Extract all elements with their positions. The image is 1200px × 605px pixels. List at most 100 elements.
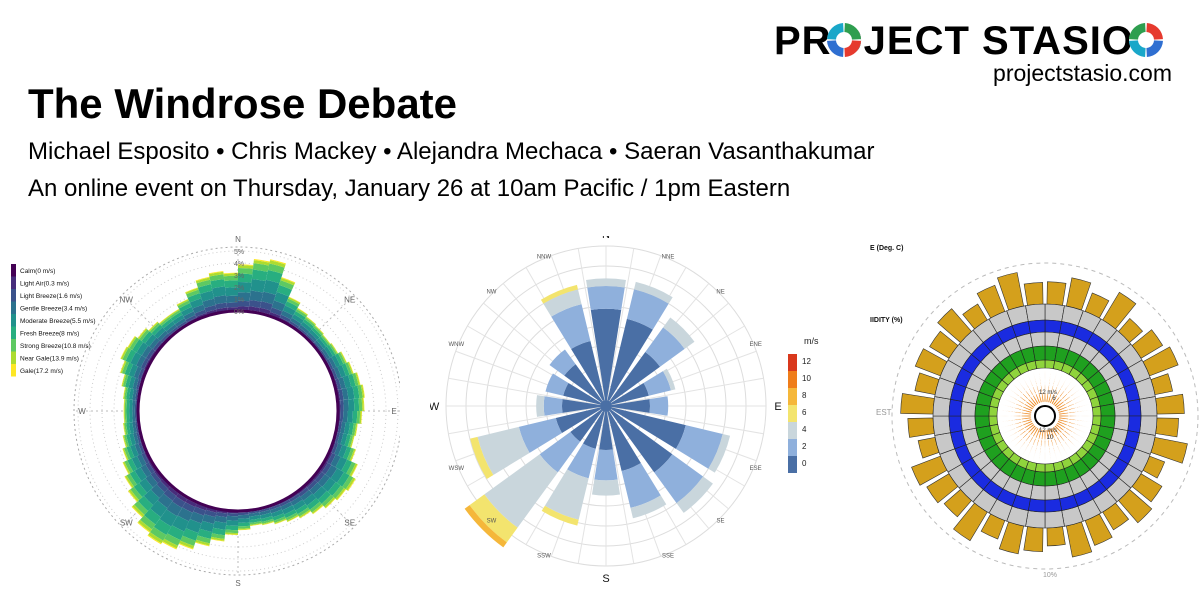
rose-bar-segment (249, 299, 262, 309)
star-ray (1027, 373, 1041, 404)
rose-bar-segment (178, 543, 194, 550)
windrose-chart-beaufort: N NE E SE S SW W NW 0% 1% 2% 3% 4% 5% Calm(0 m/s) Ligh… (0, 235, 403, 600)
rose-bar-segment (195, 541, 210, 547)
rose-bar-segment (216, 307, 228, 312)
rose-bar-segment (129, 411, 133, 423)
rose-bar-segment (253, 259, 270, 263)
rose-bar-segment (313, 470, 322, 481)
rose-bar-segment (153, 518, 172, 536)
rose-bar-segment (238, 518, 250, 523)
legend-tick-label: 0 (802, 459, 807, 468)
site-url[interactable]: projectstasio.com (993, 60, 1172, 86)
rose-bar-segment (149, 322, 161, 334)
rose-bar-segment (149, 337, 160, 350)
rose-bar-segment (295, 309, 308, 318)
rose-bar-segment (189, 298, 204, 309)
star-ray (1012, 425, 1036, 449)
rose-bar-segment (202, 514, 216, 524)
rose-bar-segment (330, 454, 341, 468)
rose-bar-segment (356, 411, 361, 424)
rose-bar-segment (276, 284, 292, 297)
rose-bar-segment (351, 435, 355, 448)
rose-bar-segment (159, 509, 178, 527)
rose-bar-segment (125, 349, 136, 364)
rose-bar-segment (607, 411, 641, 471)
rose-bar-segment (259, 507, 271, 513)
rose-bar-segment (144, 359, 151, 370)
rose-bar-segment (326, 358, 334, 370)
rose-bar-segment (621, 462, 661, 508)
event-details: An online event on Thursday, January 26 … (28, 175, 791, 202)
rose-bar-segment (183, 311, 196, 321)
rose-bar-segment (124, 399, 128, 411)
rose-bar-segment (341, 363, 350, 376)
rose-bar-segment (282, 505, 295, 515)
rose-bar-segment (148, 461, 157, 472)
ring-cell (988, 415, 999, 427)
rose-bar-segment (544, 469, 589, 520)
rose-bar-segment (325, 452, 333, 463)
rose-bar-segment (134, 467, 148, 482)
rose-bar-segment (124, 422, 128, 435)
logo-ring-segment (827, 40, 844, 57)
rose-bar-segment (318, 336, 329, 347)
rose-bar-segment (355, 423, 358, 437)
star-ray (1032, 371, 1043, 403)
rose-bar-segment (351, 464, 358, 477)
rose-bar-segment (309, 482, 322, 495)
direction-label: SSE (662, 554, 674, 560)
legend-tick-label: 6 (802, 408, 807, 417)
rose-bar-segment (271, 509, 284, 518)
ring-cell (1044, 498, 1063, 513)
rose-bar-segment (144, 508, 161, 525)
inner-hole (136, 309, 340, 513)
rose-bar-segment (168, 326, 179, 336)
rose-bar-segment (248, 512, 261, 517)
rose-bar-segment (274, 518, 287, 525)
rose-bar-segment (238, 512, 249, 516)
ring-cell (932, 396, 951, 417)
ring-cell (1044, 319, 1063, 334)
rose-bar-segment (540, 284, 578, 304)
ring-cell (1127, 415, 1142, 434)
rose-bar-segment (626, 289, 669, 330)
rose-bar-segment (259, 307, 271, 315)
rose-bar-segment (549, 349, 576, 376)
star-ray (1038, 429, 1045, 462)
star-ray (1058, 415, 1092, 417)
rose-bar-segment (348, 422, 354, 436)
rose-bar-segment (225, 529, 238, 534)
rose-bar-segment (141, 452, 150, 464)
rose-bar-segment (311, 327, 322, 338)
rose-bar-segment (260, 512, 273, 520)
rose-bar-segment (332, 485, 344, 499)
rose-bar-segment (177, 507, 193, 522)
rose-bar-segment (211, 533, 225, 539)
rose-bar-segment (136, 342, 149, 356)
rose-bar-segment (169, 310, 181, 319)
outer-bar (900, 393, 935, 415)
rose-bar-segment (140, 357, 149, 370)
rose-bar-segment (298, 487, 309, 497)
radial-grid-circle (77, 250, 399, 572)
rose-bar-segment (253, 260, 270, 266)
rose-bar-segment (162, 541, 177, 550)
rose-bar-segment (317, 490, 331, 504)
grid-spoke (448, 405, 607, 435)
chart-label: 12 m/s (1039, 390, 1057, 396)
star-ray (1045, 370, 1052, 403)
rose-bar-segment (337, 364, 346, 378)
rose-bar-segment (248, 510, 260, 514)
rose-bar-segment (166, 324, 177, 334)
legend-tick-label: 12 (802, 357, 811, 366)
star-ray (1005, 422, 1034, 440)
ring-cell (1044, 510, 1065, 529)
rose-bar-segment (342, 446, 352, 460)
rose-bar-segment (338, 376, 346, 390)
rose-bar-segment (126, 434, 133, 447)
rose-bar-segment (297, 327, 308, 336)
rose-bar-segment (352, 385, 360, 399)
rose-bar-segment (120, 346, 127, 359)
rose-bar-segment (594, 449, 618, 481)
rose-bar-segment (180, 306, 194, 317)
